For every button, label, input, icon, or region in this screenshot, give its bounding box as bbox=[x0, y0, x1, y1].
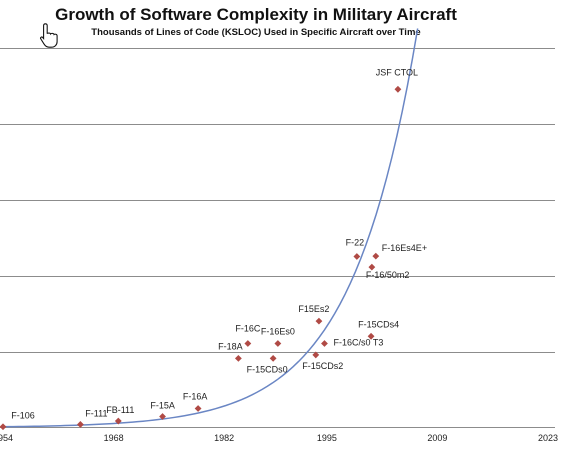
x-tick-label: 1995 bbox=[317, 433, 337, 443]
data-label: F-15CDs4 bbox=[358, 319, 399, 329]
data-point bbox=[194, 405, 202, 412]
data-label: F-16C/s0 T3 bbox=[334, 338, 384, 348]
data-point bbox=[0, 423, 7, 431]
data-point bbox=[368, 263, 376, 271]
data-label: F-16C bbox=[235, 324, 261, 334]
data-label: F-106 bbox=[11, 411, 35, 421]
data-point bbox=[372, 252, 380, 260]
x-tick-label: 1968 bbox=[104, 433, 124, 443]
data-point bbox=[315, 317, 323, 325]
data-point bbox=[77, 421, 84, 428]
data-label: F-15A bbox=[150, 401, 175, 411]
x-axis-ticks: 1954 1968 1982 1995 2009 2023 bbox=[0, 433, 558, 443]
data-label: F-18A bbox=[218, 341, 243, 351]
data-label: JSF CTOL bbox=[376, 67, 418, 77]
data-label: F-22 bbox=[346, 238, 365, 248]
data-label: F-16/50m2 bbox=[366, 270, 410, 280]
chart-subtitle: Thousands of Lines of Code (KSLOC) Used … bbox=[91, 27, 420, 38]
hand-cursor-icon bbox=[40, 23, 58, 48]
data-point bbox=[269, 354, 277, 362]
data-points bbox=[0, 85, 402, 431]
data-point bbox=[274, 340, 282, 347]
data-point bbox=[394, 85, 402, 93]
data-label: FB-111 bbox=[106, 405, 134, 415]
x-tick-label: 1954 bbox=[0, 433, 13, 443]
x-tick-label: 2023 bbox=[538, 433, 558, 443]
chart-title: Growth of Software Complexity in Militar… bbox=[55, 5, 457, 24]
data-point bbox=[312, 351, 320, 359]
data-point bbox=[234, 354, 242, 362]
x-tick-label: 2009 bbox=[427, 433, 447, 443]
data-label: F-16Es0 bbox=[261, 327, 295, 337]
data-label: F-15CDs0 bbox=[247, 364, 288, 374]
data-point bbox=[159, 413, 166, 420]
data-label: F15Es2 bbox=[298, 304, 329, 314]
data-point bbox=[321, 340, 328, 347]
data-point bbox=[353, 253, 361, 260]
data-point bbox=[114, 417, 122, 425]
x-tick-label: 1982 bbox=[214, 433, 234, 443]
data-label: F-16A bbox=[183, 392, 208, 402]
data-label: F-111 bbox=[85, 409, 107, 419]
data-label: F-15CDs2 bbox=[302, 361, 343, 371]
data-point bbox=[367, 332, 375, 340]
gridlines bbox=[0, 48, 555, 353]
data-label: F-16Es4E+ bbox=[382, 243, 427, 253]
data-point bbox=[244, 340, 252, 347]
trend-line bbox=[2, 28, 419, 428]
